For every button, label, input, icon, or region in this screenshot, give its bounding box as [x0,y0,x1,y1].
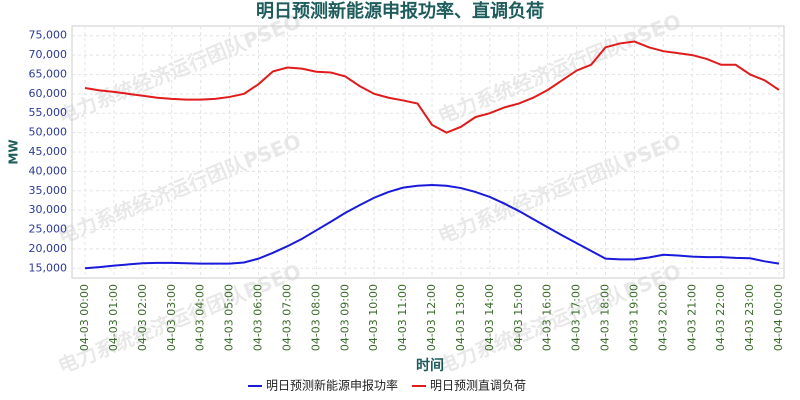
legend-label: 明日预测直调负荷 [430,379,526,393]
y-tick-label: 20,000 [29,242,68,255]
y-tick-label: 70,000 [29,48,68,61]
y-tick-label: 75,000 [29,29,68,42]
y-axis-label: MW [7,139,21,164]
x-tick-label: 04-03 07:00 [280,284,293,351]
y-tick-label: 35,000 [29,184,68,197]
x-tick-label: 04-03 09:00 [338,284,351,351]
chart-title: 明日预测新能源申报功率、直调负荷 [256,0,544,22]
watermark: 电力系统经济运行团队PSEO [435,129,685,249]
x-tick-label: 04-03 02:00 [136,284,149,351]
x-tick-label: 04-03 18:00 [599,284,612,351]
x-tick-label: 04-03 04:00 [194,284,207,351]
x-tick-label: 04-03 01:00 [107,284,120,351]
data-line [84,40,780,134]
x-tick-label: 04-03 23:00 [743,284,756,351]
y-tick-label: 45,000 [29,145,68,158]
y-tick-label: 15,000 [29,261,68,274]
x-tick-label: 04-03 05:00 [223,284,236,351]
x-tick-label: 04-03 08:00 [309,284,322,351]
x-tick-label: 04-03 06:00 [252,284,265,351]
x-tick-label: 04-03 00:00 [78,284,91,351]
watermark: 电力系统经济运行团队PSEO [55,9,305,129]
y-tick-label: 55,000 [29,106,68,119]
x-tick-label: 04-04 00:00 [772,284,785,351]
x-tick-label: 04-03 17:00 [570,284,583,351]
x-axis-label: 时间 [416,357,444,374]
x-tick-label: 04-03 14:00 [483,284,496,351]
y-tick-label: 25,000 [29,223,68,236]
watermark: 电力系统经济运行团队PSEO [55,129,305,249]
y-tick-label: 60,000 [29,87,68,100]
x-tick-label: 04-03 22:00 [714,284,727,351]
x-tick-label: 04-03 15:00 [512,284,525,351]
x-tick-label: 04-03 10:00 [367,284,380,351]
y-tick-label: 30,000 [29,203,68,216]
watermark: 电力系统经济运行团队PSEO [435,9,685,129]
y-tick-label: 50,000 [29,126,68,139]
data-line [84,183,780,270]
x-tick-label: 04-03 03:00 [165,284,178,351]
x-tick-label: 04-03 16:00 [541,284,554,351]
watermark: 电力系统经济运行团队PSEO [55,259,305,379]
x-tick-label: 04-03 11:00 [396,284,409,351]
watermark: 电力系统经济运行团队PSEO [435,259,685,379]
x-tick-label: 04-03 19:00 [627,284,640,351]
x-tick-label: 04-03 12:00 [425,284,438,351]
x-tick-label: 04-03 21:00 [685,284,698,351]
legend-label: 明日预测新能源申报功率 [266,378,398,393]
y-tick-label: 65,000 [29,67,68,80]
x-tick-label: 04-03 13:00 [454,284,467,351]
x-tick-label: 04-03 20:00 [656,284,669,351]
y-tick-label: 40,000 [29,164,68,177]
